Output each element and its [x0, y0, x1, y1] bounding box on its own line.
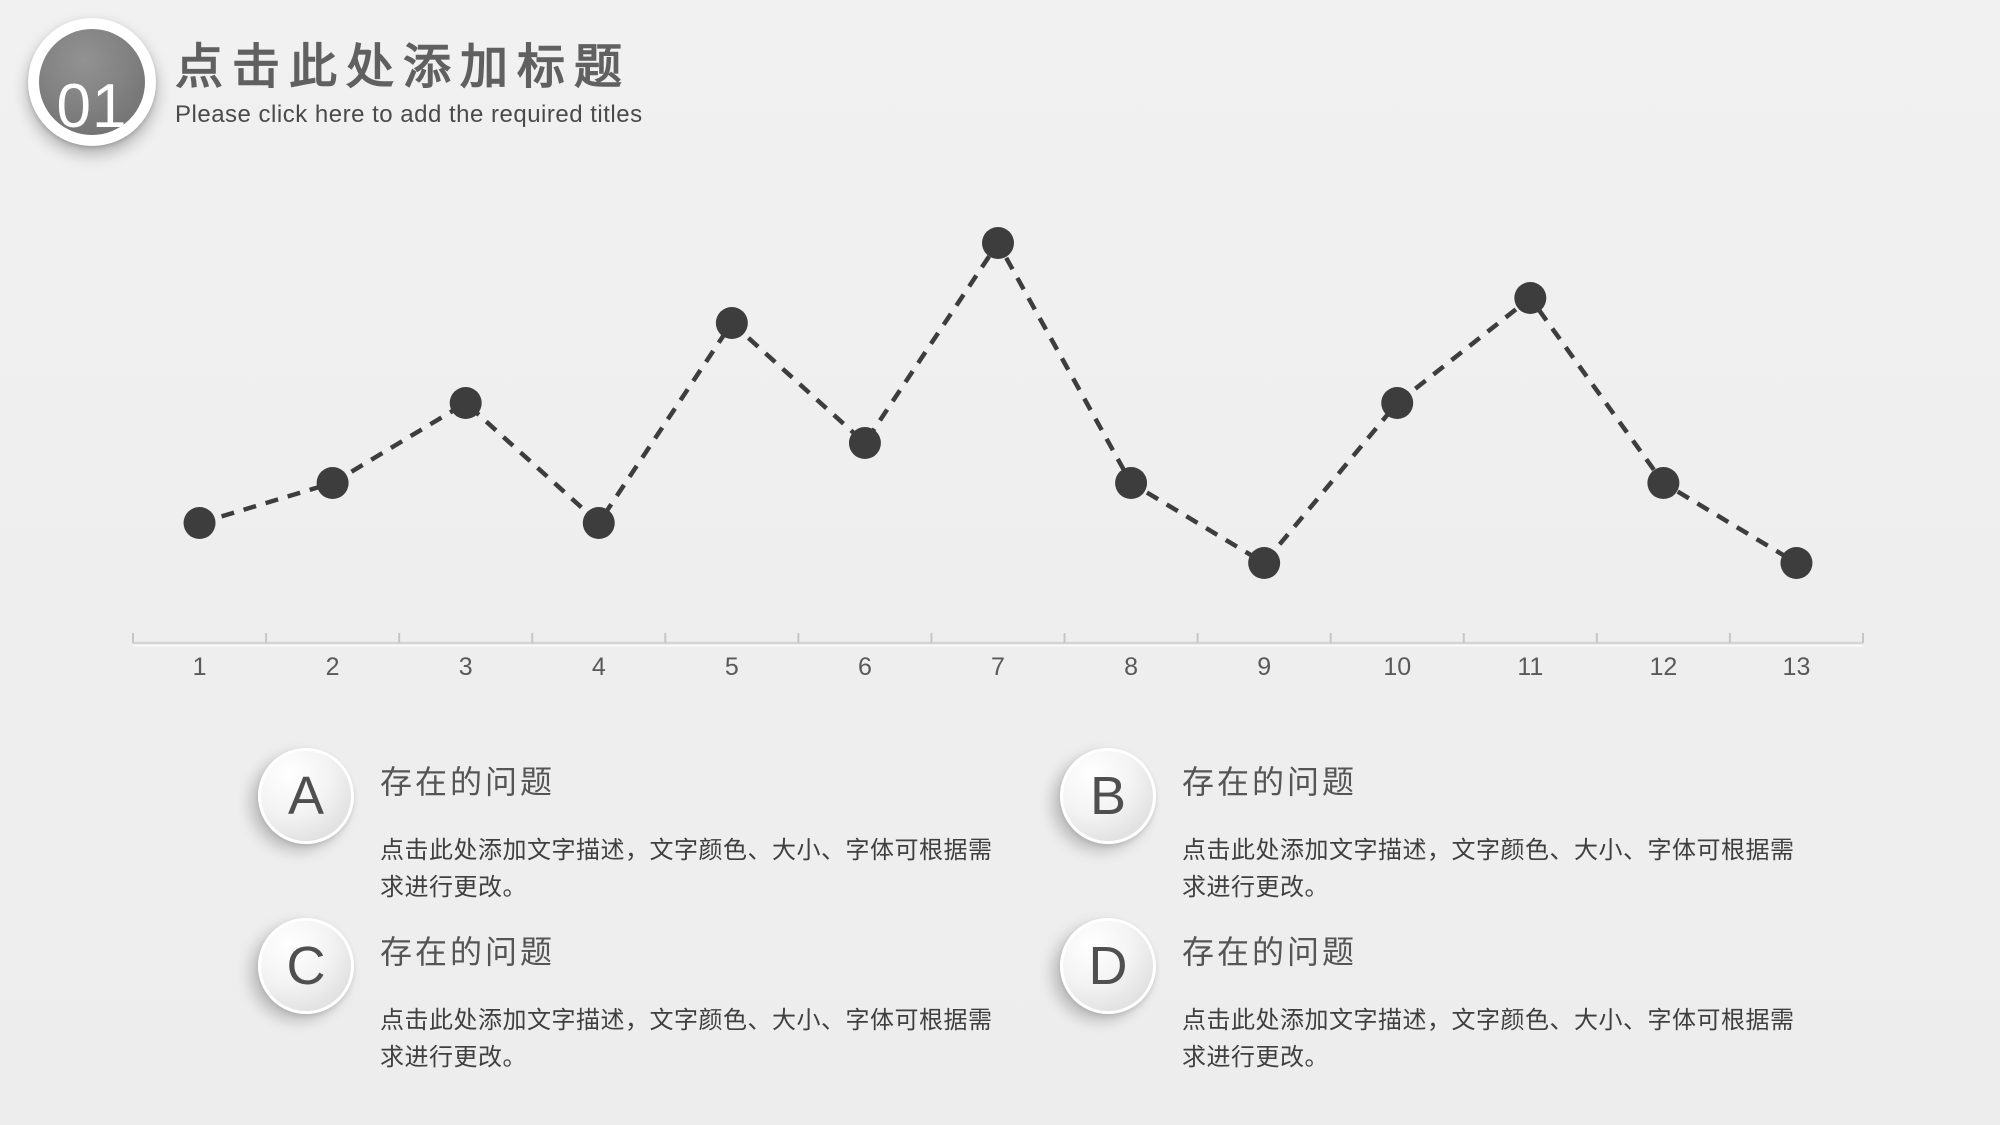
card-a-circle: A: [258, 748, 354, 844]
chart-point: [982, 227, 1014, 259]
chart-point: [1780, 547, 1813, 579]
badge-number: 01: [56, 71, 128, 135]
x-axis-label: 13: [1783, 653, 1811, 681]
card-d: D 存在的问题 点击此处添加文字描述，文字颜色、大小、字体可根据需求进行更改。: [1060, 918, 1820, 1076]
card-b-heading[interactable]: 存在的问题: [1182, 764, 1358, 800]
x-axis-label: 8: [1124, 653, 1138, 681]
chart-point: [715, 307, 748, 339]
x-axis-label: 4: [592, 653, 606, 681]
card-c-letter: C: [286, 936, 326, 996]
card-c-circle: C: [258, 918, 354, 1014]
dashed-line-chart: 1 2 3 4 5 6 7 8 9 10 11 12 13: [132, 227, 1864, 681]
card-d-circle: D: [1060, 918, 1156, 1014]
card-d-text: 存在的问题 点击此处添加文字描述，文字颜色、大小、字体可根据需求进行更改。: [1182, 918, 1800, 1076]
section-number-badge: 01: [28, 18, 156, 146]
card-a-text: 存在的问题 点击此处添加文字描述，文字颜色、大小、字体可根据需求进行更改。: [380, 748, 998, 906]
chart-point: [449, 387, 482, 419]
chart-point: [1381, 387, 1414, 419]
card-b: B 存在的问题 点击此处添加文字描述，文字颜色、大小、字体可根据需求进行更改。: [1060, 748, 1820, 906]
chart-line: [198, 238, 1798, 566]
x-axis-label: 12: [1649, 653, 1677, 681]
x-axis-label: 3: [459, 653, 473, 681]
x-axis-label: 5: [725, 653, 739, 681]
card-b-description-placeholder[interactable]: 点击此处添加文字描述，文字颜色、大小、字体可根据需求进行更改。: [1182, 837, 1795, 901]
chart-point: [582, 507, 615, 539]
chart-point: [1248, 547, 1281, 579]
card-c-heading[interactable]: 存在的问题: [380, 934, 556, 970]
card-b-letter: B: [1089, 766, 1127, 826]
chart-point: [316, 467, 349, 499]
card-a-heading[interactable]: 存在的问题: [380, 764, 556, 800]
card-c: C 存在的问题 点击此处添加文字描述，文字颜色、大小、字体可根据需求进行更改。: [258, 918, 1018, 1076]
x-axis-label: 10: [1383, 653, 1411, 681]
x-axis-label: 2: [326, 653, 340, 681]
chart-point: [1647, 467, 1680, 499]
x-axis-label: 7: [991, 653, 1005, 681]
card-b-text: 存在的问题 点击此处添加文字描述，文字颜色、大小、字体可根据需求进行更改。: [1182, 748, 1800, 906]
chart-point: [848, 427, 881, 459]
x-axis-label: 9: [1257, 653, 1271, 681]
x-axis-label: 6: [858, 653, 872, 681]
slide-title-placeholder[interactable]: 点击此处添加标题: [175, 41, 632, 94]
card-d-letter: D: [1088, 936, 1128, 996]
card-a-description-placeholder[interactable]: 点击此处添加文字描述，文字颜色、大小、字体可根据需求进行更改。: [380, 837, 993, 901]
card-c-text: 存在的问题 点击此处添加文字描述，文字颜色、大小、字体可根据需求进行更改。: [380, 918, 998, 1076]
chart-point: [1115, 467, 1148, 499]
badge-circle: 01: [39, 29, 145, 135]
card-d-description-placeholder[interactable]: 点击此处添加文字描述，文字颜色、大小、字体可根据需求进行更改。: [1182, 1007, 1795, 1071]
x-axis-label: 1: [193, 653, 207, 681]
x-axis-label: 11: [1517, 653, 1543, 681]
card-b-circle: B: [1060, 748, 1156, 844]
header-title-block: 点击此处添加标题 Please click here to add the re…: [175, 40, 643, 129]
card-a: A 存在的问题 点击此处添加文字描述，文字颜色、大小、字体可根据需求进行更改。: [258, 748, 1018, 906]
card-d-heading[interactable]: 存在的问题: [1182, 934, 1358, 970]
card-a-letter: A: [287, 766, 325, 826]
card-c-description-placeholder[interactable]: 点击此处添加文字描述，文字颜色、大小、字体可根据需求进行更改。: [380, 1007, 993, 1071]
chart-point: [183, 507, 216, 539]
chart-point: [1514, 282, 1547, 314]
slide-subtitle: Please click here to add the required ti…: [175, 101, 643, 129]
